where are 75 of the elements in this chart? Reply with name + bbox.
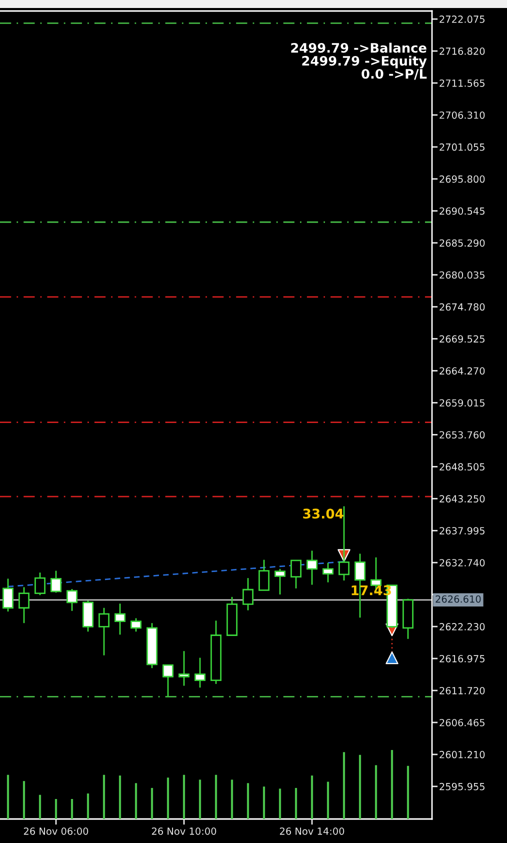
bar [102, 774, 106, 819]
candlestick [66, 588, 78, 612]
x-tick-label: 26 Nov 14:00 [280, 828, 344, 835]
bar [6, 774, 10, 819]
y-tick-label: 2601.210 [440, 750, 485, 758]
candlestick [162, 664, 174, 698]
y-tick-label: 2685.290 [440, 239, 485, 247]
bar [406, 766, 410, 819]
y-tick-label: 2643.250 [440, 495, 485, 502]
bar [166, 778, 170, 819]
y-tick-label: 2648.505 [440, 463, 484, 471]
y-tick-label: 2674.780 [440, 303, 485, 311]
y-tick-label: 2669.525 [440, 335, 484, 343]
annotation: 2499.79 ->Balance [291, 42, 426, 53]
candlestick [258, 559, 270, 591]
bar [358, 754, 362, 819]
bar [198, 780, 202, 819]
bar [38, 794, 42, 819]
annotation: 0.0 ->P/L [362, 68, 427, 80]
y-tick-label: 2622.230 [440, 623, 485, 630]
candlestick [18, 586, 30, 624]
y-tick-label: 2659.015 [440, 399, 484, 407]
bar [22, 781, 26, 819]
y-tick-label: 2611.720 [440, 686, 485, 694]
y-tick-label: 2680.035 [440, 271, 484, 279]
candlestick [34, 572, 46, 596]
candlestick [290, 560, 302, 590]
candlestick [2, 578, 14, 612]
candlestick [306, 550, 318, 586]
y-tick-label: 2711.565 [440, 79, 484, 87]
y-tick-label: 2595.955 [440, 782, 484, 790]
y-tick-label: 2664.270 [440, 367, 485, 375]
bar [70, 798, 74, 819]
candlestick [114, 602, 126, 636]
bar [294, 788, 298, 819]
bar [182, 774, 186, 819]
bar [214, 774, 218, 819]
bar [54, 798, 58, 819]
candlestick [98, 607, 110, 656]
bar [230, 780, 234, 819]
y-tick-label: 2716.820 [440, 48, 485, 55]
bar [310, 776, 314, 819]
x-tick-label: 26 Nov 10:00 [152, 828, 216, 835]
bar [374, 765, 378, 819]
bar [262, 786, 266, 819]
bar [278, 788, 282, 819]
y-tick-label: 2653.760 [440, 431, 485, 439]
candlestick [274, 568, 286, 596]
y-tick-label: 2632.740 [440, 559, 485, 566]
candlestick [178, 650, 190, 686]
bar [118, 776, 122, 819]
candlestick [130, 618, 142, 632]
bar [390, 750, 394, 819]
bar [86, 793, 90, 819]
y-tick-label: 2701.055 [440, 143, 484, 151]
candlestick [322, 562, 334, 584]
y-tick-label: 2695.800 [440, 175, 485, 183]
y-tick-label: 2690.545 [440, 207, 484, 215]
candlestick [50, 570, 62, 594]
bar [246, 783, 250, 819]
y-tick-label: 2706.310 [440, 111, 485, 119]
bar [326, 782, 330, 819]
candlestick [242, 577, 254, 611]
candlestick [194, 657, 206, 688]
y-tick-label: 2637.995 [440, 527, 484, 534]
ref-line-label: 2626.610 [436, 595, 481, 603]
bar [150, 788, 154, 819]
y-tick-label: 2606.465 [440, 718, 484, 726]
annotation: 2499.79 ->Equity [302, 56, 427, 68]
bar [342, 752, 346, 819]
annotation: 33.04 [303, 508, 344, 519]
y-tick-label: 2616.975 [440, 655, 484, 662]
bar [134, 783, 138, 819]
x-tick-label: 26 Nov 06:00 [24, 828, 88, 835]
y-tick-label: 2722.075 [440, 16, 484, 23]
